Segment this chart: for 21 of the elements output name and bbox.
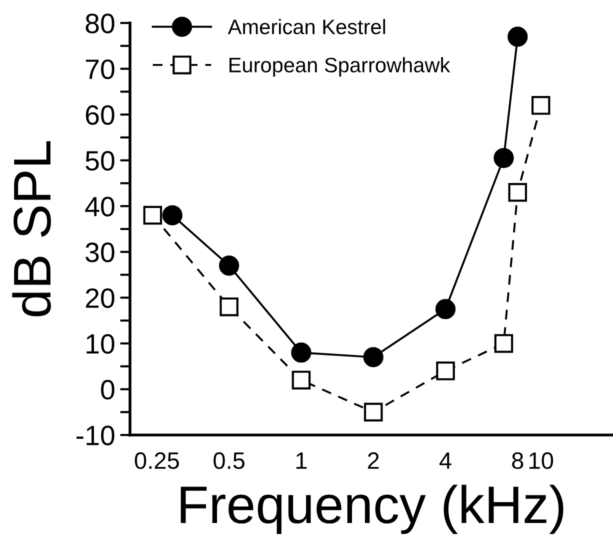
y-axis-title: dB SPL — [12, 141, 51, 316]
x-tick-label: 4 — [439, 452, 452, 469]
y-tick-label: 70 — [86, 59, 114, 80]
legend-label: European Sparrowhawk — [230, 57, 450, 77]
y-tick-label: 60 — [86, 105, 114, 125]
x-tick-label: 8 — [512, 452, 524, 470]
y-tick-label: 50 — [86, 151, 114, 171]
y-tick-label: 30 — [86, 242, 114, 262]
y-tick-label: -10 — [76, 426, 114, 446]
x-tick-label: 2 — [368, 452, 379, 469]
legend-label: American Kestrel — [228, 18, 386, 34]
x-tick-label: 1 — [296, 452, 307, 469]
y-tick-label: 0 — [101, 380, 114, 400]
x-tick-label: 0.25 — [134, 452, 179, 470]
y-tick-label: 20 — [86, 288, 114, 308]
x-axis-title: Frequency (kHz) — [180, 484, 564, 534]
x-tick-label: 0.5 — [214, 452, 244, 470]
y-tick-label: 80 — [86, 14, 114, 34]
x-tick-label: 10 — [530, 452, 554, 470]
y-tick-label: 40 — [85, 196, 114, 216]
y-tick-label: 10 — [86, 334, 114, 354]
